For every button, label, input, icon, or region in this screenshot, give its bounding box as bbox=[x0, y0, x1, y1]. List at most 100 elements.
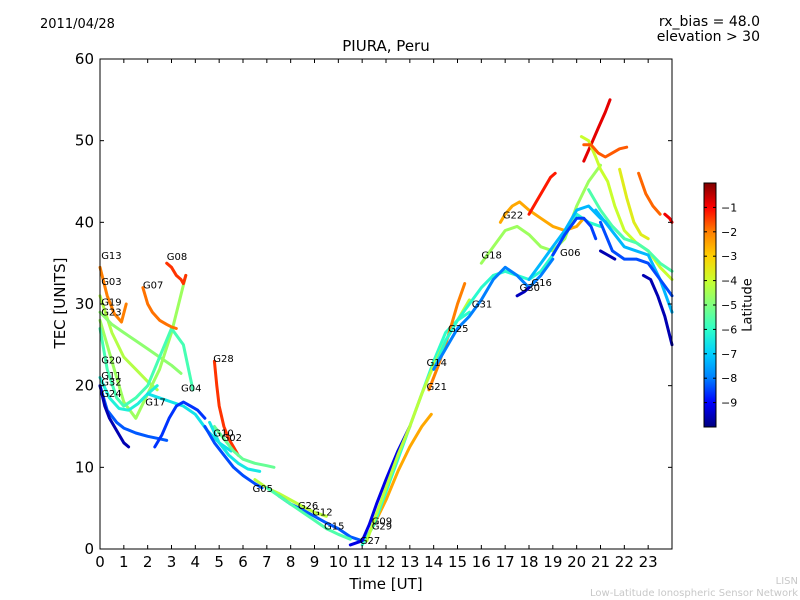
series-layer bbox=[98, 98, 674, 547]
x-tick-label-18: 18 bbox=[519, 553, 538, 571]
series-line-28 bbox=[515, 286, 531, 298]
satellite-label-4: G20 bbox=[101, 356, 121, 367]
series-line-18 bbox=[265, 486, 352, 541]
series-line-12 bbox=[212, 359, 240, 457]
satellite-label-9: G08 bbox=[167, 252, 187, 263]
x-tick-label-4: 4 bbox=[191, 553, 201, 571]
satellite-label-27: G22 bbox=[503, 210, 523, 221]
colorbar-tick-label-2: −7 bbox=[721, 348, 737, 361]
date-label: 2011/04/28 bbox=[40, 17, 115, 32]
satellite-label-21: G27 bbox=[360, 536, 380, 547]
satellite-label-19: G09 bbox=[372, 517, 392, 528]
colorbar: −9 −8 −7 −6 −5 −4 −3 −2 −1 bbox=[703, 182, 737, 428]
satellite-label-20: G29 bbox=[372, 521, 392, 532]
x-tick-label-17: 17 bbox=[496, 553, 515, 571]
x-tick-label-22: 22 bbox=[615, 553, 634, 571]
x-tick-label-19: 19 bbox=[543, 553, 562, 571]
axis-layer: 0 1 2 3 4 5 6 7 8 9 10 11 12 13 14 15 16 17 18 19 20 21 22 2301… bbox=[75, 50, 672, 571]
y-tick-label-2: 20 bbox=[75, 377, 94, 395]
series-line-2 bbox=[98, 310, 183, 375]
chart-title: PIURA, Peru bbox=[342, 37, 430, 55]
series-line-34 bbox=[582, 143, 629, 159]
satellite-label-8: G07 bbox=[143, 280, 163, 291]
satellite-label-23: G21 bbox=[427, 382, 447, 393]
x-tick-label-2: 2 bbox=[143, 553, 153, 571]
series-line-29 bbox=[527, 204, 626, 281]
series-line-9 bbox=[165, 261, 188, 286]
series-line-40 bbox=[618, 167, 650, 241]
colorbar-tick-label-4: −5 bbox=[721, 299, 737, 312]
colorbar-tick-label-8: −1 bbox=[721, 201, 737, 214]
satellite-label-12: G28 bbox=[213, 354, 233, 365]
series-line-30 bbox=[551, 216, 598, 257]
x-tick-label-23: 23 bbox=[639, 553, 658, 571]
satellite-label-11: G04 bbox=[181, 383, 201, 394]
x-tick-label-12: 12 bbox=[376, 553, 395, 571]
colorbar-label: Latitude bbox=[740, 278, 756, 332]
satellite-label-25: G31 bbox=[472, 299, 492, 310]
satellite-label-13: G10 bbox=[213, 428, 233, 439]
x-tick-label-0: 0 bbox=[95, 553, 105, 571]
x-tick-label-13: 13 bbox=[400, 553, 419, 571]
x-tick-label-16: 16 bbox=[472, 553, 491, 571]
series-line-14 bbox=[208, 420, 262, 473]
series-line-13 bbox=[212, 425, 276, 469]
x-tick-label-7: 7 bbox=[262, 553, 272, 571]
credit-network: Low-Latitude Ionospheric Sensor Network bbox=[590, 588, 798, 599]
series-line-11 bbox=[153, 400, 207, 449]
x-tick-label-21: 21 bbox=[591, 553, 610, 571]
satellite-label-15: G05 bbox=[253, 484, 273, 495]
series-line-21 bbox=[348, 425, 412, 547]
x-tick-label-5: 5 bbox=[214, 553, 224, 571]
satellite-label-24: G25 bbox=[448, 324, 468, 335]
x-axis-label: Time [UT] bbox=[349, 575, 423, 593]
series-line-35 bbox=[587, 188, 674, 273]
rx-bias-label: rx_bias = 48.0 bbox=[658, 14, 760, 30]
y-axis-label: TEC [UNITS] bbox=[51, 257, 69, 349]
x-tick-label-10: 10 bbox=[329, 553, 348, 571]
series-line-36 bbox=[594, 208, 674, 314]
series-line-3 bbox=[98, 273, 188, 420]
satellite-label-16: G26 bbox=[298, 501, 318, 512]
series-line-8 bbox=[141, 286, 178, 330]
series-line-42 bbox=[663, 212, 674, 224]
y-tick-label-6: 60 bbox=[75, 50, 94, 68]
series-line-32 bbox=[582, 98, 612, 163]
colorbar-tick-label-0: −9 bbox=[721, 397, 737, 410]
satellite-label-30: G06 bbox=[560, 248, 580, 259]
series-line-31 bbox=[527, 171, 557, 216]
colorbar-tick-label-6: −3 bbox=[721, 250, 737, 263]
satellite-label-22: G14 bbox=[427, 358, 447, 369]
credit-lisn: LISN bbox=[775, 576, 798, 587]
colorbar-tick-label-7: −2 bbox=[721, 226, 737, 239]
x-tick-label-14: 14 bbox=[424, 553, 443, 571]
y-tick-label-3: 30 bbox=[75, 295, 94, 313]
x-tick-label-1: 1 bbox=[119, 553, 129, 571]
y-tick-label-5: 50 bbox=[75, 132, 94, 150]
satellite-label-5: G11 bbox=[101, 371, 121, 382]
x-tick-label-9: 9 bbox=[310, 553, 320, 571]
elevation-label: elevation > 30 bbox=[656, 29, 760, 45]
x-tick-label-11: 11 bbox=[353, 553, 372, 571]
series-line-7 bbox=[98, 384, 131, 449]
x-tick-label-15: 15 bbox=[448, 553, 467, 571]
satellite-label-6: G32 bbox=[101, 378, 121, 389]
satellite-label-28: G30 bbox=[519, 283, 539, 294]
satellite-label-18: G15 bbox=[324, 521, 344, 532]
x-tick-label-3: 3 bbox=[167, 553, 177, 571]
satellite-label-7: G24 bbox=[101, 389, 121, 400]
colorbar-tick-label-1: −8 bbox=[721, 372, 737, 385]
y-tick-label-0: 0 bbox=[84, 540, 94, 558]
satellite-label-10: G17 bbox=[145, 397, 165, 408]
satellite-label-2: G19 bbox=[101, 298, 121, 309]
series-line-4 bbox=[98, 327, 195, 408]
series-line-15 bbox=[203, 425, 264, 490]
satellite-label-3: G23 bbox=[101, 307, 121, 318]
series-line-37 bbox=[599, 220, 674, 298]
satellite-label-26: G18 bbox=[481, 250, 501, 261]
series-line-26 bbox=[479, 163, 602, 265]
x-tick-label-20: 20 bbox=[567, 553, 586, 571]
satellite-label-0: G13 bbox=[101, 251, 121, 262]
y-tick-label-1: 10 bbox=[75, 458, 94, 476]
